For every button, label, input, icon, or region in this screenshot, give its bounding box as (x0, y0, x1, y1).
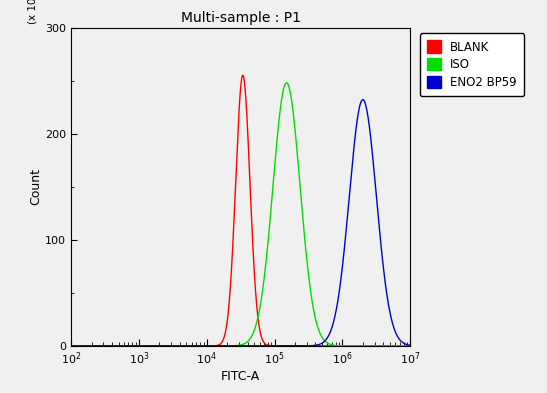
ISO (68, 343, 74, 348)
Line: ENO2 BP59: ENO2 BP59 (71, 100, 410, 346)
Title: Multi-sample : P1: Multi-sample : P1 (181, 11, 301, 25)
ISO (407, 343, 414, 348)
BLANK (407, 343, 414, 348)
ISO (269, 198, 275, 203)
ENO2 BP59 (319, 340, 326, 345)
ENO2 BP59 (68, 343, 74, 348)
BLANK (283, 343, 290, 348)
ENO2 BP59 (269, 343, 275, 348)
BLANK (269, 343, 275, 348)
BLANK (68, 343, 74, 348)
ENO2 BP59 (359, 97, 366, 102)
BLANK (240, 73, 246, 78)
Text: (x 10¹): (x 10¹) (27, 0, 37, 24)
ENO2 BP59 (407, 343, 414, 348)
BLANK (337, 343, 344, 348)
ENO2 BP59 (85, 343, 91, 348)
Line: ISO: ISO (71, 83, 410, 346)
BLANK (319, 343, 326, 348)
ISO (283, 80, 290, 85)
ISO (319, 336, 326, 340)
ENO2 BP59 (337, 279, 344, 284)
ISO (283, 80, 290, 85)
X-axis label: FITC-A: FITC-A (221, 370, 260, 383)
ISO (337, 343, 344, 348)
BLANK (85, 343, 91, 348)
BLANK (190, 343, 197, 348)
ENO2 BP59 (283, 343, 290, 348)
Y-axis label: Count: Count (30, 168, 42, 205)
ISO (85, 343, 91, 348)
Legend: BLANK, ISO, ENO2 BP59: BLANK, ISO, ENO2 BP59 (420, 33, 524, 96)
ENO2 BP59 (190, 343, 197, 348)
ISO (190, 343, 197, 348)
Line: BLANK: BLANK (71, 75, 410, 346)
